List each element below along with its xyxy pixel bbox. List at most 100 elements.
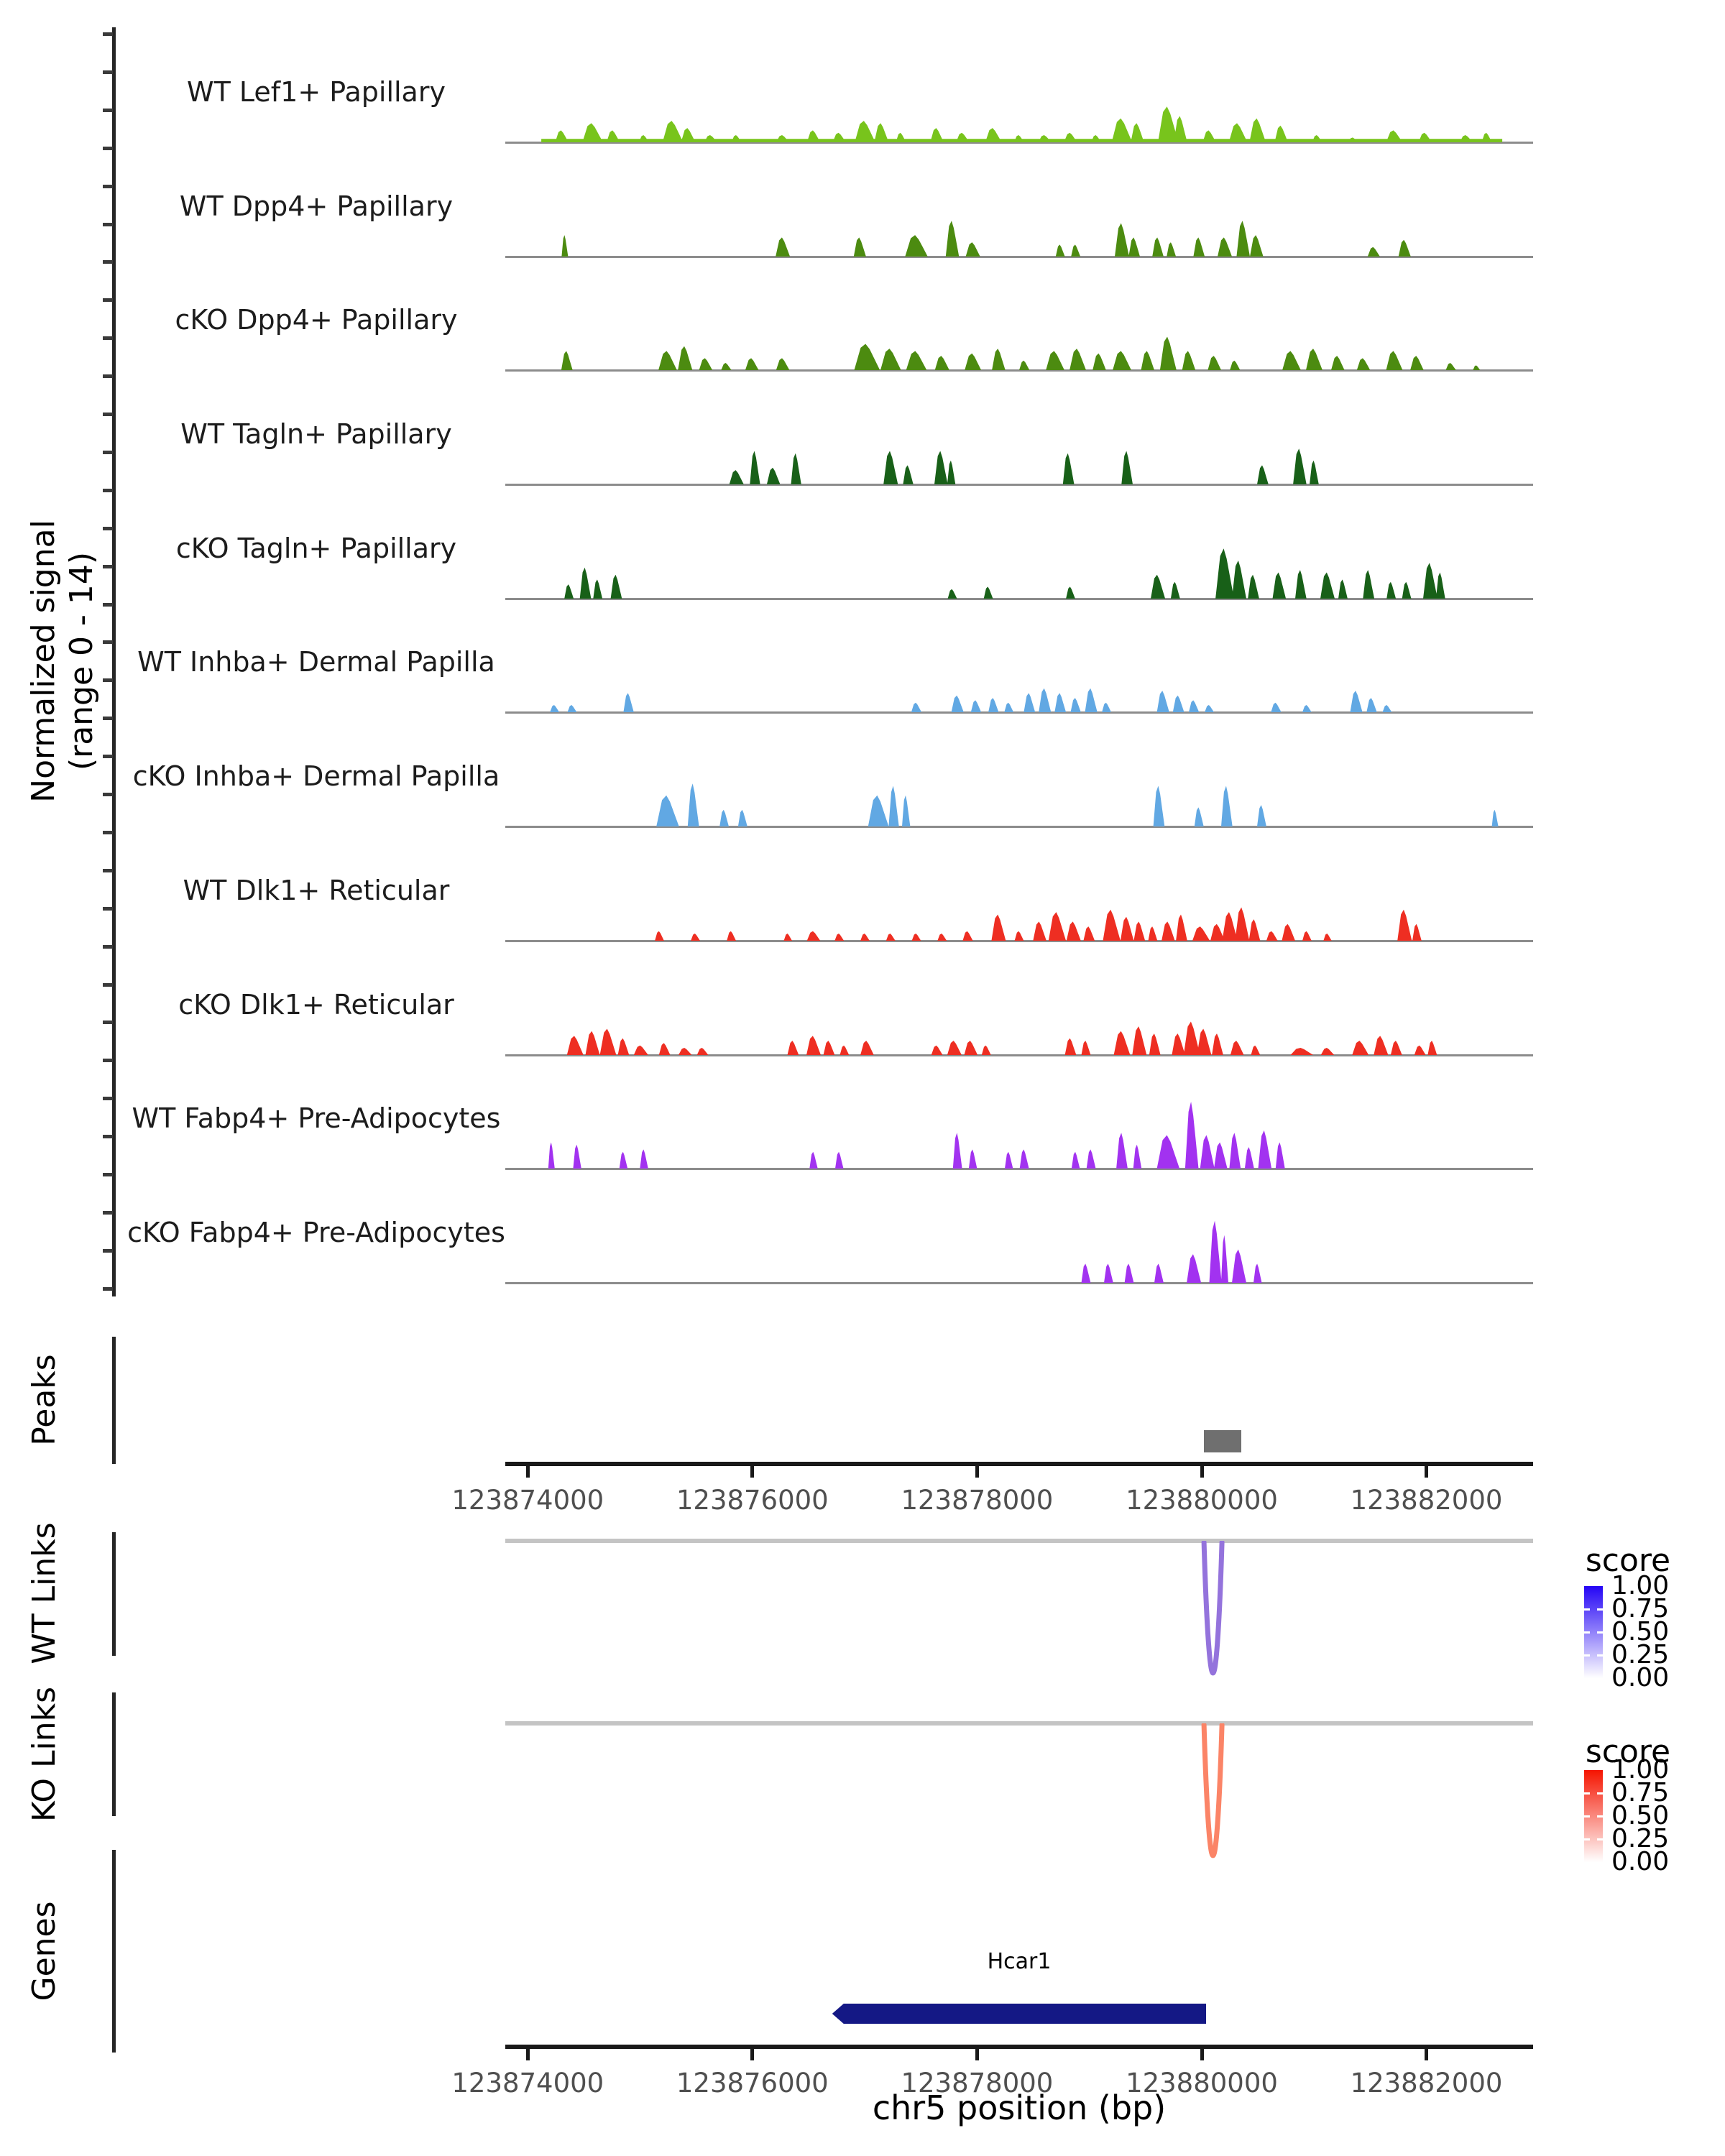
peaks-bracket bbox=[112, 1337, 116, 1464]
signal-y-axis-tick bbox=[103, 1097, 113, 1101]
coverage-signal bbox=[548, 1102, 1285, 1169]
signal-y-axis-tick bbox=[103, 640, 113, 645]
gradient-notch bbox=[1597, 1815, 1603, 1818]
signal-y-axis-tick bbox=[103, 1248, 113, 1253]
track-baseline bbox=[505, 940, 1533, 942]
coverage-signal bbox=[566, 1021, 1438, 1055]
coverage-signal bbox=[729, 448, 1319, 484]
score-legend-value: 0.75 bbox=[1611, 1778, 1670, 1807]
signal-y-axis-tick bbox=[103, 906, 113, 911]
signal-y-axis bbox=[112, 27, 116, 1296]
track-baseline bbox=[505, 256, 1533, 258]
score-legend-value: 1.00 bbox=[1611, 1755, 1670, 1784]
ko-score-legend-title: score bbox=[1585, 1733, 1671, 1770]
track-label: cKO Fabp4+ Pre-Adipocytes bbox=[127, 1217, 505, 1248]
gradient-notch bbox=[1584, 1838, 1590, 1841]
x-axis-tick-label: 123882000 bbox=[1350, 2068, 1503, 2099]
wt-links-bracket bbox=[112, 1532, 116, 1656]
x-axis-tick-label: 123880000 bbox=[1126, 1485, 1278, 1516]
track-label: cKO Inhba+ Dermal Papilla bbox=[132, 760, 500, 792]
score-legend-value: 0.00 bbox=[1611, 1847, 1670, 1876]
x-axis-tick-label: 123874000 bbox=[451, 1485, 604, 1516]
x-axis-tick-label: 123878000 bbox=[901, 1485, 1054, 1516]
coverage-signal bbox=[564, 548, 1445, 599]
x-axis-title: chr5 position (bp) bbox=[872, 2088, 1167, 2127]
signal-y-axis-tick bbox=[103, 602, 113, 607]
x-axis-tick bbox=[975, 2049, 979, 2060]
score-legend-value: 0.25 bbox=[1611, 1640, 1670, 1669]
x-axis-tick-label: 123876000 bbox=[676, 1485, 829, 1516]
signal-y-axis-tick bbox=[103, 1210, 113, 1215]
signal-y-axis-tick bbox=[103, 222, 113, 226]
x-axis-tick bbox=[1425, 2049, 1428, 2060]
x-axis-tick bbox=[1425, 1466, 1428, 1478]
signal-y-axis-label-line2: (range 0 - 14) bbox=[63, 551, 100, 771]
signal-y-axis-label-line1: Normalized signal bbox=[25, 520, 62, 803]
gradient-notch bbox=[1597, 1654, 1603, 1657]
track-label: cKO Dlk1+ Reticular bbox=[178, 989, 454, 1021]
track-label: WT Dlk1+ Reticular bbox=[183, 875, 450, 906]
signal-y-axis-tick bbox=[103, 1021, 113, 1025]
gene-body bbox=[832, 2004, 1207, 2024]
x-axis-tick-label: 123876000 bbox=[676, 2068, 829, 2099]
signal-y-axis-tick bbox=[103, 868, 113, 872]
track-baseline bbox=[505, 1054, 1533, 1056]
link-arc-svg bbox=[1201, 1723, 1225, 1858]
gradient-notch bbox=[1584, 1792, 1590, 1795]
peaks-panel-label: Peaks bbox=[26, 1354, 63, 1446]
ko-links-panel-label: KO Links bbox=[26, 1686, 63, 1823]
signal-y-axis-tick bbox=[103, 260, 113, 264]
coverage-signal bbox=[561, 221, 1411, 257]
signal-y-axis-tick bbox=[103, 1286, 113, 1291]
track-baseline bbox=[505, 1282, 1533, 1284]
x-axis-tick bbox=[1200, 2049, 1204, 2060]
signal-y-axis-tick bbox=[103, 32, 113, 36]
signal-y-axis-label: Normalized signal (range 0 - 14) bbox=[24, 374, 102, 949]
x-axis-tick bbox=[525, 2049, 530, 2060]
track-label: WT Inhba+ Dermal Papilla bbox=[137, 646, 495, 678]
signal-y-axis-tick bbox=[103, 717, 113, 721]
track-label: WT Fabp4+ Pre-Adipocytes bbox=[132, 1102, 501, 1134]
x-axis-tick bbox=[750, 2049, 755, 2060]
gradient-notch bbox=[1597, 1838, 1603, 1841]
signal-y-axis-tick bbox=[103, 108, 113, 112]
signal-y-axis-tick bbox=[103, 184, 113, 188]
wt-links-baseline bbox=[505, 1539, 1533, 1543]
track-label: WT Lef1+ Papillary bbox=[187, 76, 446, 108]
signal-y-axis-tick bbox=[103, 755, 113, 759]
x-axis-tick bbox=[525, 1466, 530, 1478]
signal-y-axis-tick bbox=[103, 526, 113, 530]
score-legend-value: 0.75 bbox=[1611, 1594, 1670, 1623]
score-legend-value: 0.50 bbox=[1611, 1801, 1670, 1830]
track-baseline bbox=[505, 711, 1533, 714]
score-legend-value: 0.50 bbox=[1611, 1617, 1670, 1646]
track-label: WT Dpp4+ Papillary bbox=[179, 190, 454, 222]
track-baseline bbox=[505, 142, 1533, 144]
score-legend-value: 0.25 bbox=[1611, 1824, 1670, 1853]
genes-bracket bbox=[112, 1850, 116, 2053]
signal-y-axis-tick bbox=[103, 982, 113, 987]
score-legend-value: 1.00 bbox=[1611, 1571, 1670, 1600]
x-axis-2-line bbox=[505, 2045, 1533, 2049]
gene-name-label: Hcar1 bbox=[987, 1949, 1052, 1974]
track-baseline bbox=[505, 1168, 1533, 1170]
x-axis-1-line bbox=[505, 1462, 1533, 1466]
x-axis-tick-label: 123882000 bbox=[1350, 1485, 1503, 1516]
x-axis-tick bbox=[1200, 1466, 1204, 1478]
gradient-notch bbox=[1597, 1608, 1603, 1611]
signal-y-axis-tick bbox=[103, 678, 113, 683]
x-axis-tick bbox=[750, 1466, 755, 1478]
signal-y-axis-tick bbox=[103, 413, 113, 416]
track-baseline bbox=[505, 484, 1533, 486]
signal-y-axis-tick bbox=[103, 336, 113, 341]
gradient-notch bbox=[1584, 1815, 1590, 1818]
genes-panel-label: Genes bbox=[26, 1901, 63, 2001]
wt-score-legend-title: score bbox=[1585, 1542, 1671, 1579]
signal-y-axis-tick bbox=[103, 564, 113, 568]
track-label: cKO Dpp4+ Papillary bbox=[175, 304, 458, 336]
ko-links-bracket bbox=[112, 1692, 116, 1816]
x-axis-tick-label: 123878000 bbox=[901, 2068, 1054, 2099]
coverage-signal bbox=[541, 106, 1503, 142]
signal-y-axis-tick bbox=[103, 450, 113, 454]
